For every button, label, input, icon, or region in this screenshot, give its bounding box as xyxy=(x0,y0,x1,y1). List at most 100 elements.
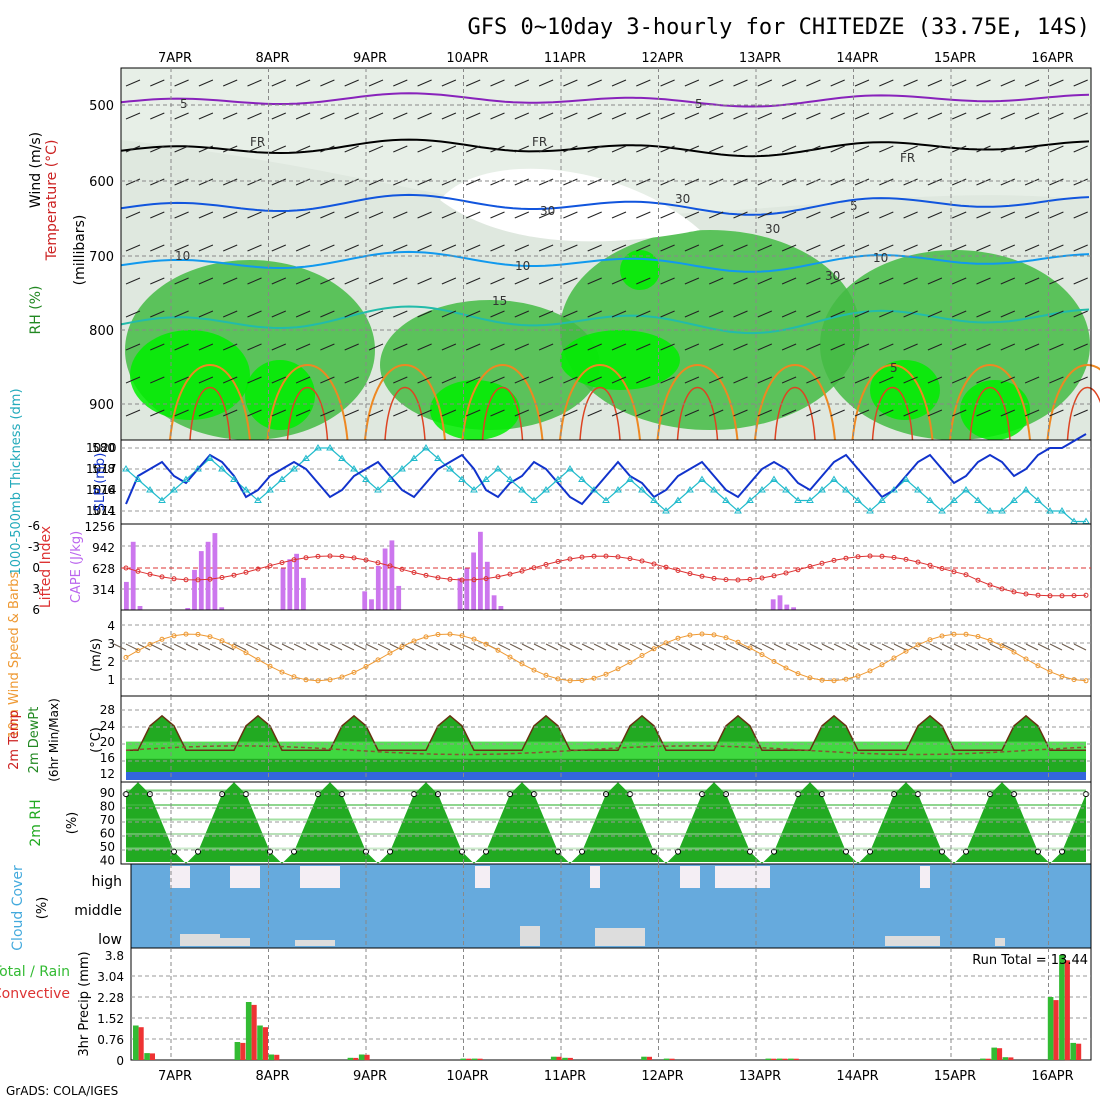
wind-barb xyxy=(514,343,529,351)
rh-fill xyxy=(126,782,1086,864)
precip-tick: 3.04 xyxy=(97,970,124,984)
contour-label: 30 xyxy=(675,192,690,206)
wind-barb xyxy=(490,310,505,318)
thickness-marker xyxy=(758,486,766,493)
wind-marker xyxy=(987,637,993,643)
wind-barb xyxy=(497,643,511,651)
wind-barb xyxy=(952,79,967,87)
rh-shade xyxy=(126,789,1086,792)
precip-total-bar xyxy=(1070,1042,1076,1060)
wind-barb xyxy=(611,145,627,153)
wind-barb xyxy=(636,277,651,285)
wind-barb xyxy=(1024,112,1040,120)
wind-barb xyxy=(466,277,481,285)
wind-barb xyxy=(417,343,432,351)
wind-barb xyxy=(587,145,602,153)
wind-barb xyxy=(785,643,799,651)
wind-barb xyxy=(1049,145,1064,153)
wind-barb xyxy=(245,643,259,651)
wind-barb xyxy=(733,145,748,153)
wind-barb xyxy=(344,310,359,318)
wind-barb xyxy=(1024,178,1040,186)
wind-barb xyxy=(441,79,457,87)
wind-barb xyxy=(854,376,870,384)
wind-barb xyxy=(233,643,247,651)
wind-barb xyxy=(174,112,189,120)
wind-barb xyxy=(198,409,214,417)
precip-total-label: Total / Rain xyxy=(0,964,70,980)
precip-convective-bar xyxy=(1008,1057,1014,1060)
wind-speed-line xyxy=(125,633,1087,682)
wind-barb xyxy=(952,112,967,120)
wind-barb xyxy=(197,643,211,651)
thickness-marker xyxy=(218,465,226,472)
low-cloud xyxy=(885,936,940,946)
precip-convective-bar xyxy=(353,1057,359,1060)
cloud-unit: (%) xyxy=(35,897,50,920)
wind-barb xyxy=(461,643,475,651)
wind-barb xyxy=(344,277,359,285)
lifted-index-marker xyxy=(399,566,405,572)
wind-barb xyxy=(441,211,457,219)
rh-tick: 70 xyxy=(100,813,115,827)
wind-barb xyxy=(320,211,335,219)
wind-barb xyxy=(557,643,571,651)
precip-total-bar xyxy=(257,1025,263,1060)
thickness-marker xyxy=(962,486,970,493)
wind-barb xyxy=(295,145,311,153)
thickness-marker xyxy=(266,486,274,493)
wind-barb xyxy=(353,643,367,651)
wind-barb xyxy=(725,643,739,651)
wind-barb xyxy=(341,643,355,651)
wind-barb xyxy=(781,277,797,285)
wind-barb xyxy=(441,343,457,351)
date-label-top: 14APR xyxy=(836,51,878,66)
wind-barb xyxy=(344,112,359,120)
high-cloud xyxy=(680,866,700,888)
wind-barb xyxy=(563,310,578,318)
wind-barb xyxy=(641,643,655,651)
thickness-tick: 580 xyxy=(92,441,115,455)
wind-barb xyxy=(393,277,408,285)
wind-barb xyxy=(903,211,918,219)
minmax-label: (6hr Min/Max) xyxy=(47,698,61,782)
wind-marker xyxy=(147,641,153,647)
wind-barb xyxy=(976,409,991,417)
temp-contour xyxy=(559,364,641,441)
precip-total-bar xyxy=(562,1057,568,1060)
wind-barb xyxy=(466,409,481,417)
temp-contour xyxy=(754,364,836,441)
wind-barb xyxy=(1000,409,1015,417)
wind-barb xyxy=(174,310,189,318)
lifted-index-marker xyxy=(795,567,801,573)
wind-barb xyxy=(393,343,408,351)
temp-contour xyxy=(676,386,719,441)
wind-barb xyxy=(393,79,408,87)
thickness-marker xyxy=(410,454,418,461)
wind-barb xyxy=(209,643,223,651)
wind-barb xyxy=(709,310,724,318)
rh-shade xyxy=(126,847,1086,850)
wind-barb xyxy=(1049,277,1064,285)
wind-barb xyxy=(617,643,631,651)
wind-barb xyxy=(879,310,894,318)
thickness-marker xyxy=(170,486,178,493)
wind-barb xyxy=(927,79,943,87)
wind-barb xyxy=(781,409,797,417)
date-label-top: 9APR xyxy=(353,51,387,66)
wind-barb xyxy=(320,79,335,87)
thickness-marker xyxy=(134,475,142,482)
rh-tick: 40 xyxy=(100,854,115,868)
wind-barb xyxy=(295,244,311,252)
wind-barb xyxy=(344,409,359,417)
wind-barb xyxy=(733,409,748,417)
wind-barb xyxy=(295,277,311,285)
wind-barb xyxy=(879,79,894,87)
wind-barb xyxy=(198,211,214,219)
wind-barb xyxy=(417,310,432,318)
wind-barb xyxy=(879,145,894,153)
wind-barb xyxy=(903,178,918,186)
wind-barb xyxy=(587,178,602,186)
dry-region xyxy=(121,68,1091,215)
wind-barb xyxy=(417,211,432,219)
